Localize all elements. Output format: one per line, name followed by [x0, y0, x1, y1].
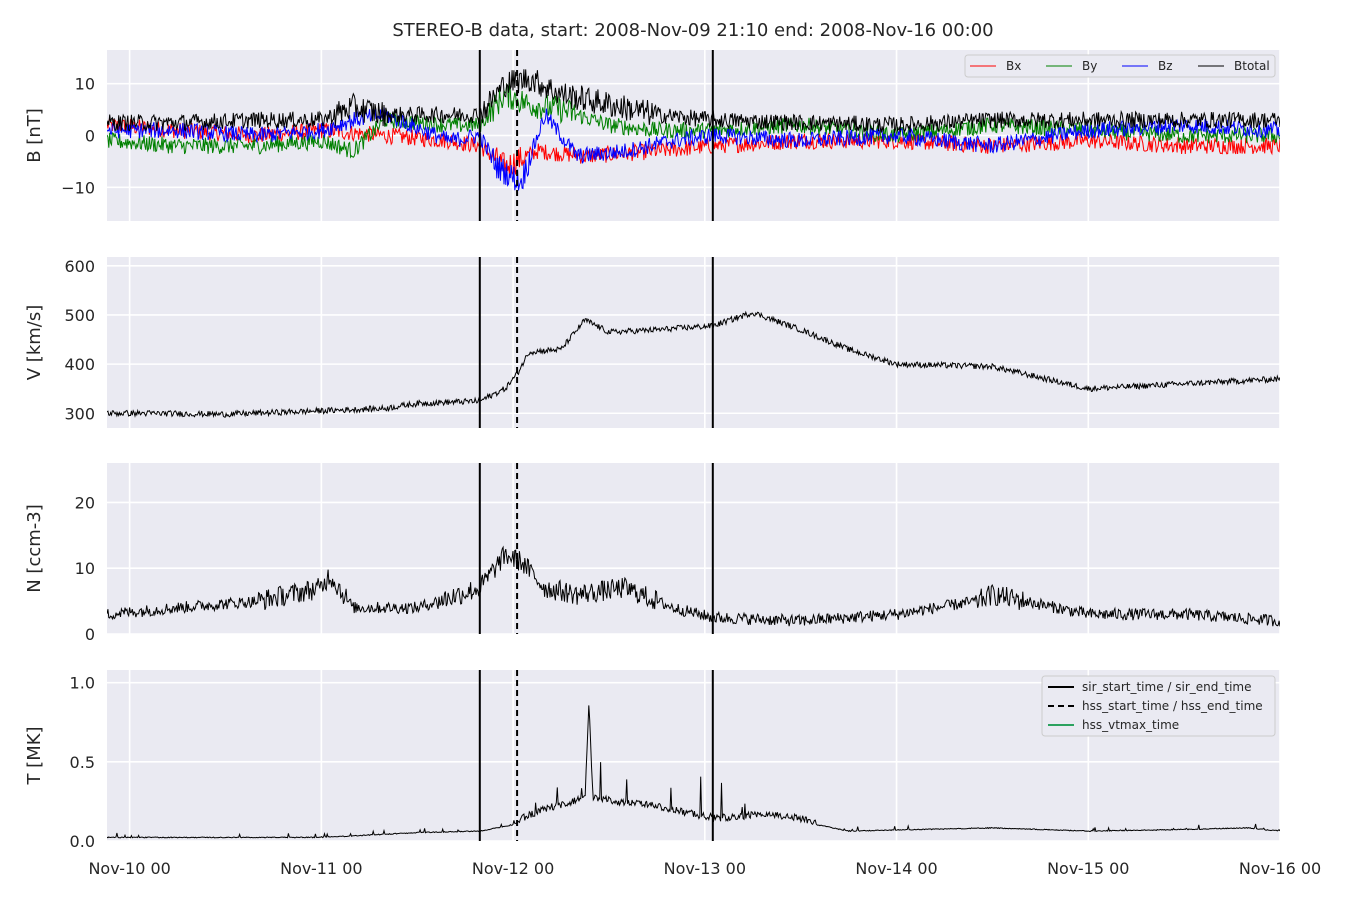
x-tick-label: Nov-14 00 — [855, 859, 937, 878]
legend-b-label: Bx — [1006, 59, 1021, 73]
y-tick-label: 0 — [85, 127, 95, 146]
series-v-line — [107, 310, 1280, 419]
y-tick-label: 10 — [75, 75, 95, 94]
panels-group: −10 0 10 B [nT] Bx By Bz Btotal 300 400 500 600 V [k… — [24, 50, 1281, 851]
x-axis-ticks: Nov-10 00 Nov-11 00 Nov-12 00 Nov-13 00 Nov-… — [88, 859, 1321, 878]
x-tick-label: Nov-16 00 — [1239, 859, 1321, 878]
y-tick-label: 500 — [64, 306, 95, 325]
panel-V-background — [107, 257, 1280, 428]
y-tick-label: 300 — [64, 404, 95, 423]
y-tick-label: 20 — [75, 493, 95, 512]
series-bz-line — [107, 106, 1280, 191]
x-tick-label: Nov-12 00 — [472, 859, 554, 878]
y-tick-label: 0.0 — [70, 832, 95, 851]
legend-t: sir_start_time / sir_end_time hss_start_t… — [1041, 675, 1276, 737]
x-tick-label: Nov-10 00 — [88, 859, 170, 878]
y-axis-label-V: V [km/s] — [24, 305, 45, 380]
legend-b-box — [964, 54, 1276, 78]
series-n-line — [107, 545, 1280, 627]
series-t-line — [107, 705, 1280, 839]
panel-N: 0 10 20 N [ccm-3] — [24, 463, 1281, 644]
panel-T: 0.0 0.5 1.0 T [MK] sir_start_time / sir_end_… — [24, 670, 1281, 851]
legend-t-label: sir_start_time / sir_end_time — [1082, 680, 1252, 694]
y-tick-label: 400 — [64, 355, 95, 374]
y-axis-label-T: T [MK] — [24, 726, 45, 785]
panel-N-background — [107, 463, 1280, 634]
legend-t-label: hss_vtmax_time — [1082, 718, 1179, 732]
y-tick-label: 600 — [64, 257, 95, 276]
y-tick-label: 0 — [85, 625, 95, 644]
x-tick-label: Nov-13 00 — [664, 859, 746, 878]
legend-t-label: hss_start_time / hss_end_time — [1082, 699, 1263, 713]
y-tick-label: 0.5 — [70, 753, 95, 772]
legend-b-label: Bz — [1158, 59, 1173, 73]
panel-B: −10 0 10 B [nT] Bx By Bz Btotal — [24, 50, 1281, 221]
x-tick-label: Nov-11 00 — [280, 859, 362, 878]
y-tick-label: 1.0 — [70, 674, 95, 693]
x-tick-label: Nov-15 00 — [1047, 859, 1129, 878]
legend-t-box — [1041, 675, 1276, 737]
legend-b: Bx By Bz Btotal — [964, 54, 1276, 78]
legend-b-label: By — [1082, 59, 1097, 73]
legend-b-label: Btotal — [1234, 59, 1270, 73]
y-tick-label: −10 — [61, 178, 95, 197]
chart-title: STEREO-B data, start: 2008-Nov-09 21:10 … — [392, 20, 993, 41]
panel-V: 300 400 500 600 V [km/s] — [24, 257, 1281, 428]
y-axis-label-B: B [nT] — [24, 108, 45, 163]
y-axis-label-N: N [ccm-3] — [24, 504, 45, 593]
y-tick-label: 10 — [75, 559, 95, 578]
series-btotal-line — [107, 69, 1280, 134]
